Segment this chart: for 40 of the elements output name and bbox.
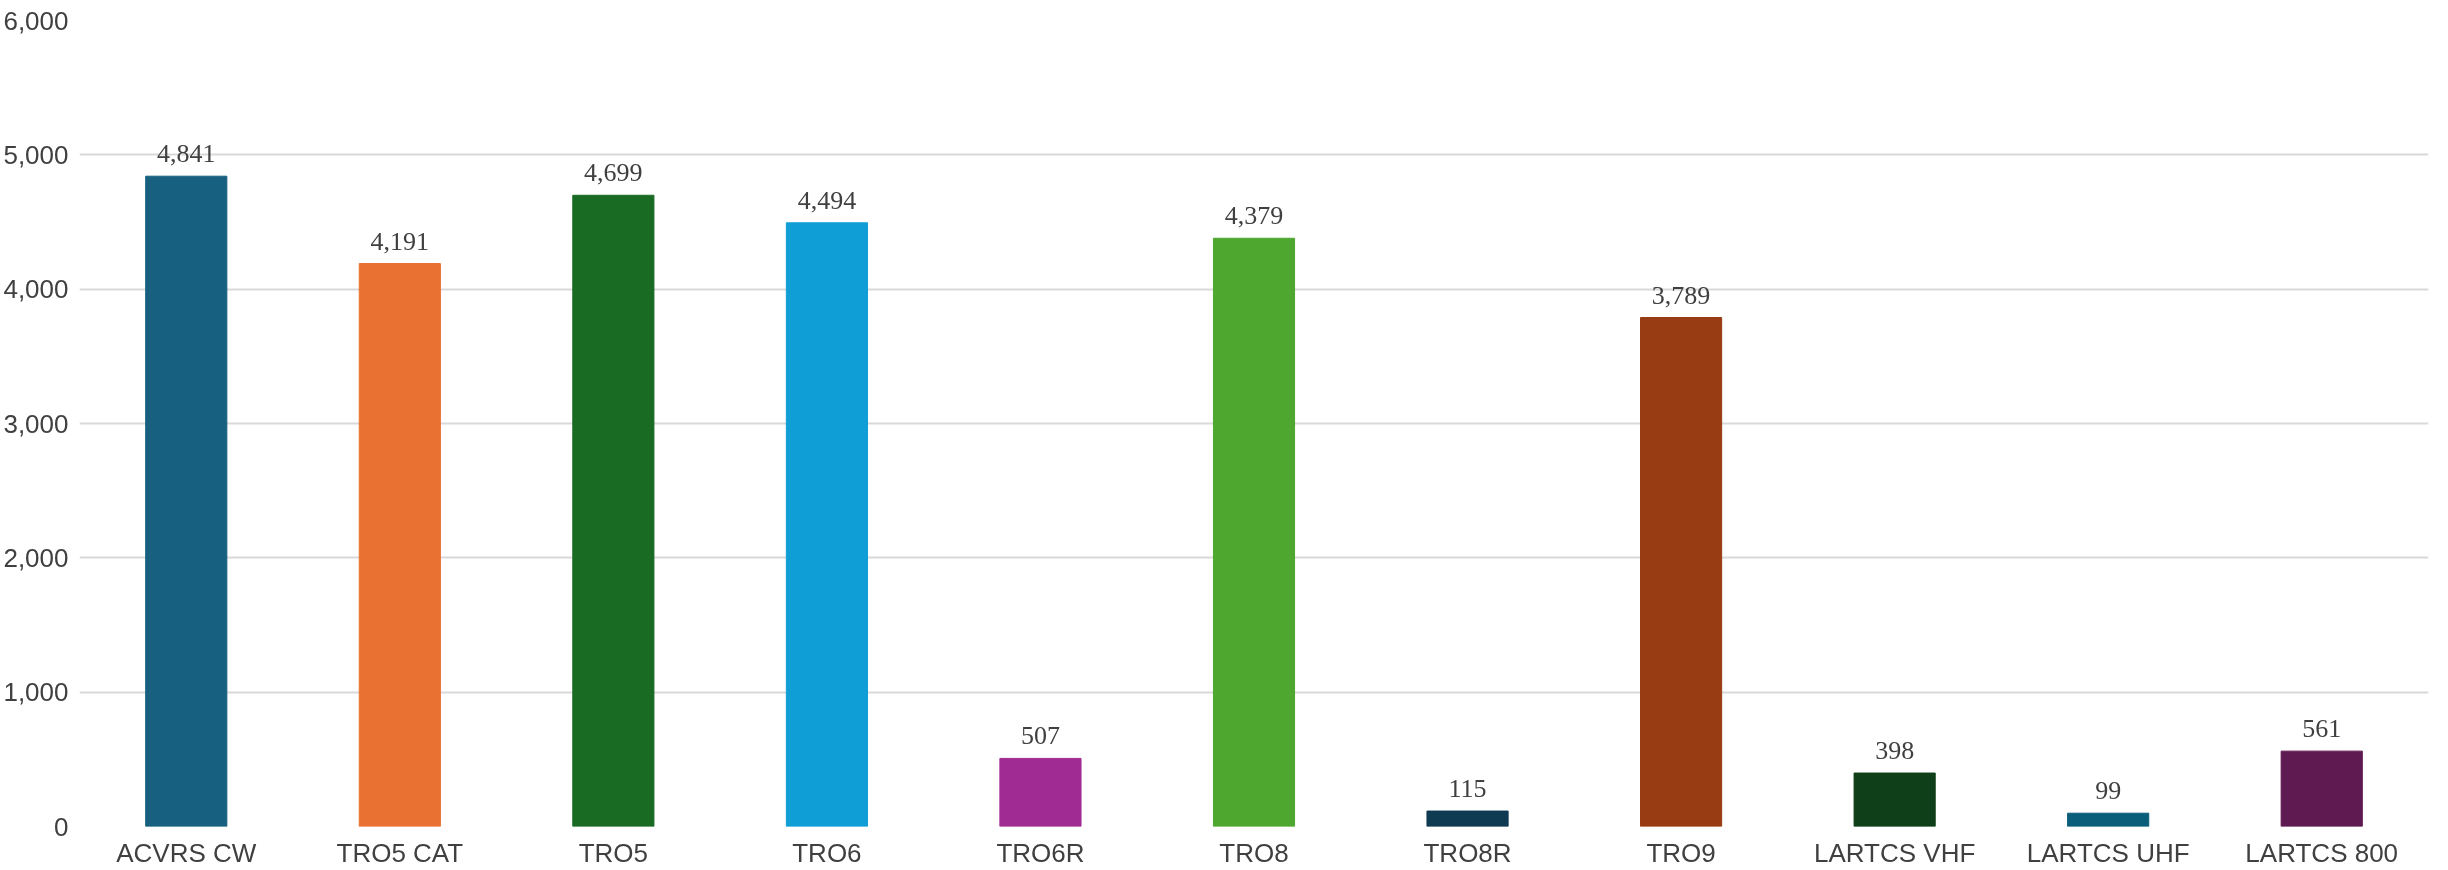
x-tick-label: TRO5 CAT bbox=[336, 837, 464, 868]
x-tick-label: LARTCS UHF bbox=[2026, 837, 2190, 868]
x-tick-label: LARTCS 800 bbox=[2245, 837, 2399, 868]
y-tick-label: 4,000 bbox=[3, 274, 69, 305]
data-label: 4,699 bbox=[584, 158, 643, 188]
data-label: 4,494 bbox=[797, 185, 857, 215]
x-tick-label: TRO8R bbox=[1423, 837, 1512, 868]
x-tick-label: TRO5 bbox=[578, 837, 649, 868]
bar bbox=[572, 194, 655, 827]
y-tick-label: 0 bbox=[54, 811, 69, 842]
data-label: 507 bbox=[1020, 721, 1060, 751]
x-tick-label: TRO6 bbox=[792, 837, 862, 868]
y-tick-label: 1,000 bbox=[3, 677, 69, 708]
bar bbox=[785, 222, 868, 827]
data-label: 398 bbox=[1875, 736, 1915, 766]
bar bbox=[358, 263, 441, 827]
x-tick-label: LARTCS VHF bbox=[1813, 837, 1976, 868]
data-label: 99 bbox=[2095, 776, 2122, 806]
y-tick-label: 2,000 bbox=[3, 542, 69, 573]
data-label: 115 bbox=[1448, 774, 1487, 804]
bar bbox=[1212, 237, 1296, 827]
bar bbox=[1426, 810, 1509, 827]
bar bbox=[2280, 750, 2363, 827]
x-tick-label: TRO9 bbox=[1646, 837, 1716, 868]
x-tick-label: TRO6R bbox=[996, 837, 1085, 868]
y-tick-label: 3,000 bbox=[3, 408, 69, 439]
y-tick-label: 5,000 bbox=[3, 139, 69, 170]
x-tick-label: TRO8 bbox=[1219, 837, 1289, 868]
data-label: 4,379 bbox=[1224, 201, 1284, 231]
bar bbox=[145, 175, 228, 827]
bar bbox=[1640, 317, 1723, 827]
data-label: 4,841 bbox=[157, 139, 216, 169]
bar bbox=[2067, 812, 2150, 827]
x-tick-label: ACVRS CW bbox=[116, 837, 257, 868]
data-label: 4,191 bbox=[370, 226, 430, 256]
y-tick-label: 6,000 bbox=[3, 5, 69, 36]
data-label: 3,789 bbox=[1651, 280, 1711, 310]
data-label: 561 bbox=[2302, 714, 2342, 744]
bar bbox=[999, 757, 1082, 827]
bar bbox=[1853, 772, 1936, 827]
